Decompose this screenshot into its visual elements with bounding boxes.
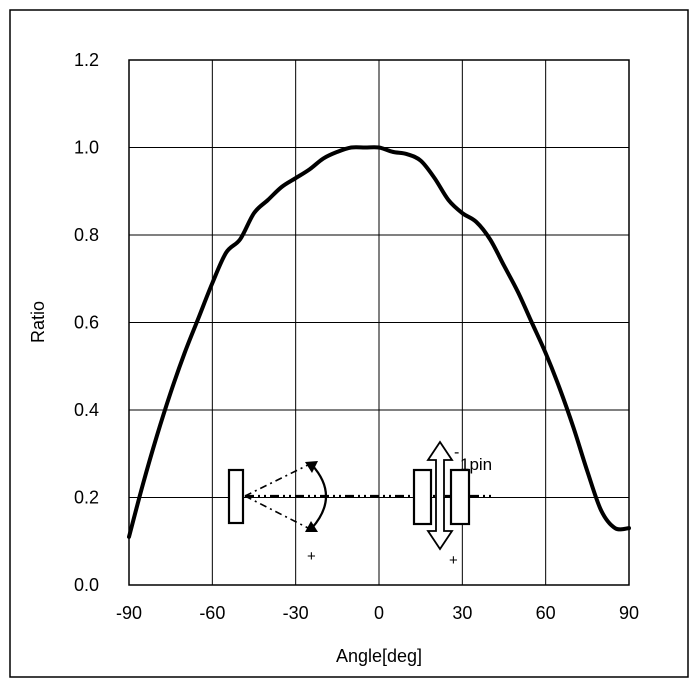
rotation-arrow-head-bottom: [305, 521, 318, 532]
y-tick-labels: 0.0 0.2 0.4 0.6 0.8 1.0 1.2: [74, 50, 99, 595]
x-tick-label: -60: [199, 603, 225, 623]
rotation-arrow-head-top: [305, 461, 318, 473]
emitter-shape: [227, 468, 245, 525]
x-tick-label: 60: [536, 603, 556, 623]
orientation-inset: [227, 440, 492, 551]
y-tick-label: 1.0: [74, 138, 99, 158]
x-axis-title: Angle[deg]: [336, 646, 422, 666]
x-tick-label: -30: [283, 603, 309, 623]
emission-cone-upper: [244, 462, 313, 497]
plus-sign-rotation: +: [307, 548, 316, 565]
pin-double-arrow: [426, 440, 454, 551]
x-tick-labels: -90 -60 -30 0 30 60 90: [116, 603, 639, 623]
y-tick-label: 0.2: [74, 488, 99, 508]
y-tick-label: 1.2: [74, 50, 99, 70]
y-tick-label: 0.0: [74, 575, 99, 595]
minus-sign: -: [454, 444, 459, 461]
sensor-right-body: [449, 468, 471, 526]
y-tick-label: 0.8: [74, 225, 99, 245]
series-line: [127, 145, 631, 539]
x-tick-label: 0: [374, 603, 384, 623]
plus-sign-pin: +: [449, 552, 458, 569]
y-tick-label: 0.6: [74, 313, 99, 333]
rotation-arrow-arc: [311, 464, 327, 529]
x-tick-label: -90: [116, 603, 142, 623]
sensor-left-body: [412, 468, 433, 526]
emission-cone-lower: [244, 495, 313, 531]
y-tick-label: 0.4: [74, 400, 99, 420]
pin-label: 1pin: [460, 455, 492, 474]
x-tick-label: 30: [452, 603, 472, 623]
y-axis-title: Ratio: [28, 301, 48, 343]
x-tick-label: 90: [619, 603, 639, 623]
